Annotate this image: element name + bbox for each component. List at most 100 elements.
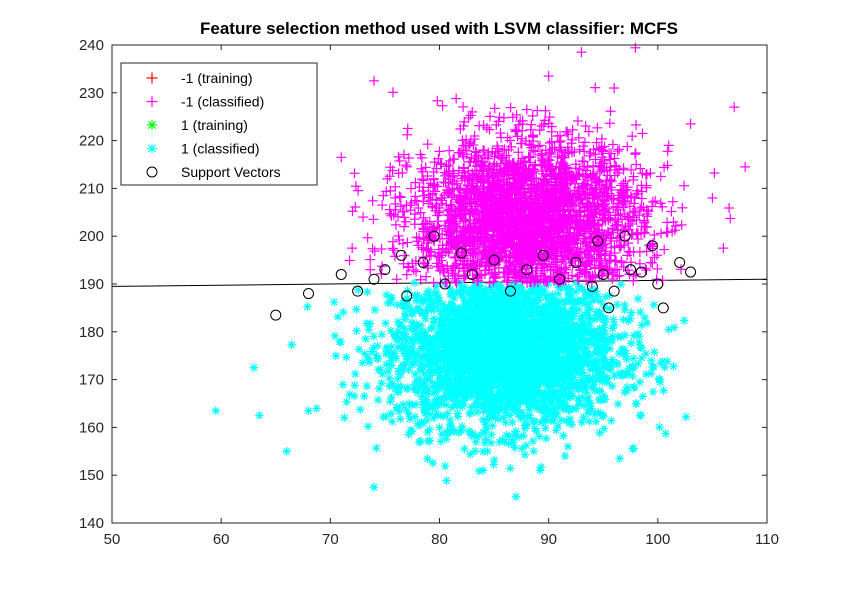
point-class1 xyxy=(488,367,497,376)
point-class1 xyxy=(453,314,463,324)
point-class1 xyxy=(601,292,610,302)
point-class1 xyxy=(418,309,427,319)
points-layer xyxy=(211,42,751,501)
point-class1 xyxy=(648,362,657,372)
point-class1 xyxy=(519,431,528,441)
point-class1 xyxy=(457,337,466,346)
point-class1 xyxy=(287,340,296,350)
point-class1 xyxy=(460,444,469,454)
point-class1 xyxy=(436,437,446,446)
point-class1 xyxy=(338,380,348,389)
point-class1 xyxy=(621,349,631,358)
point-class1 xyxy=(362,319,371,328)
point-class1 xyxy=(550,349,559,359)
point-class1 xyxy=(517,408,527,417)
point-class1 xyxy=(440,461,450,471)
point-class1 xyxy=(478,466,488,475)
point-class1 xyxy=(521,301,530,310)
point-class1 xyxy=(560,378,569,387)
point-class1 xyxy=(469,324,479,333)
point-class1 xyxy=(522,356,532,365)
point-class1 xyxy=(387,417,397,426)
point-class1 xyxy=(465,308,474,318)
point-class1 xyxy=(443,429,452,438)
point-class1 xyxy=(541,423,550,433)
point-class1 xyxy=(527,288,536,297)
point-class1 xyxy=(545,397,555,406)
point-class1 xyxy=(569,383,578,392)
point-class1 xyxy=(563,442,573,451)
point-class1 xyxy=(541,434,551,443)
point-class1 xyxy=(629,354,638,363)
point-class1 xyxy=(564,290,573,299)
point-class1 xyxy=(426,306,436,315)
point-class1 xyxy=(391,334,401,343)
point-class1 xyxy=(405,399,414,408)
point-class1 xyxy=(400,333,410,343)
point-class1 xyxy=(435,353,445,363)
point-class1 xyxy=(330,297,339,307)
point-class1 xyxy=(538,321,547,330)
point-class1 xyxy=(416,344,425,353)
point-class1 xyxy=(425,376,435,385)
point-class1 xyxy=(461,379,470,388)
point-class1 xyxy=(423,384,432,393)
point-class1 xyxy=(659,386,668,395)
point-class1 xyxy=(486,400,495,410)
point-class1 xyxy=(472,305,482,315)
point-class1 xyxy=(529,446,538,456)
point-class1 xyxy=(400,314,410,324)
series-class1-classified xyxy=(211,278,691,501)
point-class1 xyxy=(578,311,587,320)
point-class1 xyxy=(360,392,369,401)
point-class1 xyxy=(373,395,383,405)
point-class1 xyxy=(407,427,417,436)
point-class1 xyxy=(467,350,476,360)
point-class1 xyxy=(443,409,452,418)
point-class1 xyxy=(568,404,578,413)
point-class1 xyxy=(600,346,609,356)
point-class1 xyxy=(442,400,451,410)
point-class1 xyxy=(438,299,448,309)
point-class1 xyxy=(525,396,535,405)
point-class1 xyxy=(385,397,395,406)
point-class1 xyxy=(599,323,609,332)
point-class1 xyxy=(352,326,361,336)
point-class1 xyxy=(523,377,532,386)
point-class1 xyxy=(402,384,411,394)
point-class1 xyxy=(577,375,586,384)
point-class1 xyxy=(454,390,463,399)
point-class1 xyxy=(566,343,575,352)
point-class1 xyxy=(486,389,495,398)
point-class1 xyxy=(494,403,503,413)
point-class1 xyxy=(485,346,494,355)
point-class1 xyxy=(473,376,482,385)
point-class1 xyxy=(497,341,506,350)
point-class1 xyxy=(372,351,381,360)
point-class1 xyxy=(498,435,507,444)
point-class1 xyxy=(629,331,639,340)
point-class1 xyxy=(638,392,648,401)
point-class1 xyxy=(553,421,563,431)
point-class1 xyxy=(466,358,476,367)
point-class1 xyxy=(496,361,505,370)
point-class1 xyxy=(610,320,619,329)
point-class1 xyxy=(386,356,396,365)
point-class1 xyxy=(304,406,313,415)
point-class1 xyxy=(515,331,524,340)
point-class1 xyxy=(599,313,608,322)
point-class1 xyxy=(637,353,646,363)
point-class1 xyxy=(358,358,367,367)
point-class1 xyxy=(361,334,370,344)
point-class1 xyxy=(628,371,637,381)
point-class1 xyxy=(478,428,488,437)
point-class1 xyxy=(620,305,630,315)
point-class1 xyxy=(584,393,593,402)
point-class1 xyxy=(533,379,543,389)
point-class1 xyxy=(592,349,601,358)
point-class1 xyxy=(558,405,568,414)
point-class1 xyxy=(413,322,422,332)
point-class1 xyxy=(342,397,351,407)
point-class1 xyxy=(351,369,360,379)
point-class1 xyxy=(535,389,545,398)
